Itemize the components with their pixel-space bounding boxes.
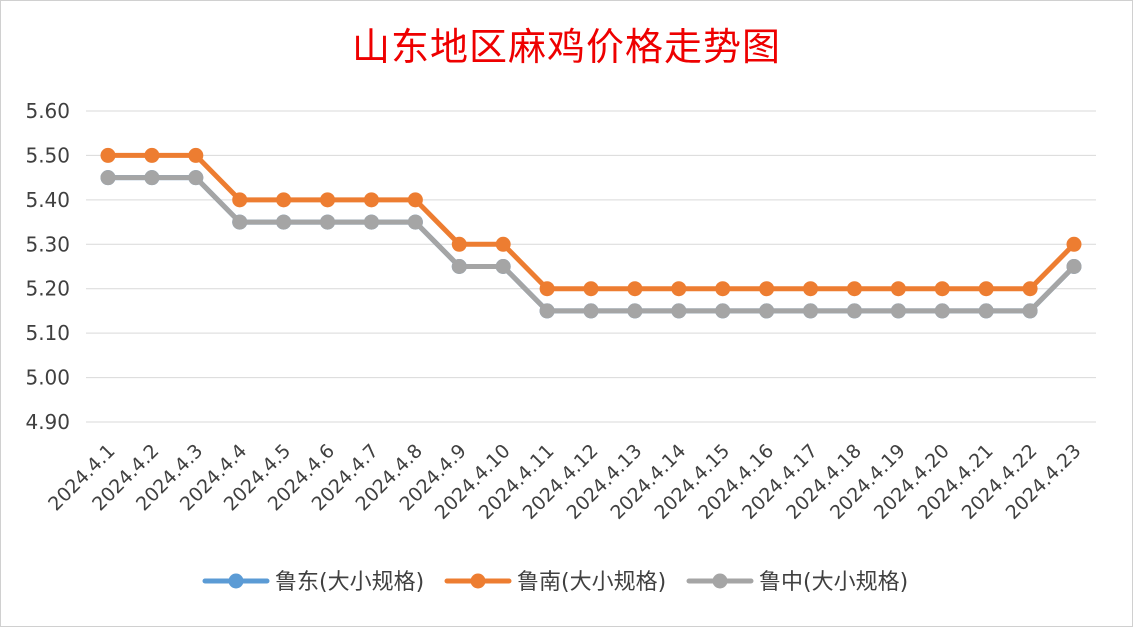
legend-marker: [228, 573, 244, 589]
data-point: [890, 303, 906, 319]
y-tick-label: 5.40: [25, 188, 70, 212]
data-point: [759, 281, 775, 297]
data-point: [320, 192, 336, 208]
legend-label: 鲁南(大小规格): [517, 570, 666, 595]
chart-title: 山东地区麻鸡价格走势图: [351, 25, 781, 69]
y-tick-label: 5.50: [25, 143, 70, 167]
y-axis-ticks: 4.90 5.00 5.10 5.20 5.30 5.40 5.50 5.60: [25, 99, 70, 434]
x-axis-ticks: 2024.4.12024.4.22024.4.32024.4.42024.4.5…: [44, 440, 1085, 524]
legend-marker: [470, 573, 486, 589]
data-point: [451, 236, 467, 252]
data-point: [715, 303, 731, 319]
data-point: [144, 170, 160, 186]
data-point: [100, 170, 116, 186]
legend-item: 鲁中(大小规格): [686, 570, 908, 595]
data-point: [276, 214, 292, 230]
data-point: [934, 303, 950, 319]
legend: 鲁东(大小规格) 鲁南(大小规格) 鲁中(大小规格): [202, 570, 908, 595]
data-point: [495, 259, 511, 274]
data-point: [232, 192, 248, 208]
data-point: [100, 147, 116, 163]
data-point: [583, 303, 599, 319]
series-2: [100, 147, 1082, 297]
data-point: [671, 303, 687, 319]
y-tick-label: 5.00: [25, 366, 70, 390]
data-point: [188, 170, 204, 186]
data-point: [671, 281, 687, 297]
data-point: [363, 192, 379, 208]
y-tick-label: 5.10: [25, 321, 70, 345]
data-point: [978, 281, 994, 297]
data-point: [803, 303, 819, 319]
data-point: [144, 147, 160, 163]
data-point: [539, 281, 555, 297]
legend-label: 鲁中(大小规格): [759, 570, 908, 595]
data-point: [188, 147, 204, 163]
data-point: [803, 281, 819, 297]
data-point: [1022, 303, 1038, 319]
data-point: [407, 214, 423, 230]
legend-item: 鲁东(大小规格): [202, 570, 424, 595]
legend-label: 鲁东(大小规格): [275, 570, 424, 595]
data-point: [627, 303, 643, 319]
series-3: [100, 170, 1082, 319]
data-point: [539, 303, 555, 319]
data-point: [890, 281, 906, 297]
legend-marker: [712, 573, 728, 589]
y-tick-label: 4.90: [25, 410, 70, 434]
y-tick-label: 5.60: [25, 99, 70, 123]
y-tick-label: 5.30: [25, 232, 70, 256]
data-point: [495, 236, 511, 252]
data-point: [1066, 236, 1082, 252]
data-point: [715, 281, 731, 297]
data-point: [232, 214, 248, 230]
data-point: [451, 259, 467, 274]
data-point: [846, 303, 862, 319]
data-point: [759, 303, 775, 319]
legend-item: 鲁南(大小规格): [444, 570, 666, 595]
gridlines: [86, 110, 1096, 423]
data-point: [583, 281, 599, 297]
data-point: [846, 281, 862, 297]
data-point: [627, 281, 643, 297]
data-point: [276, 192, 292, 208]
data-point: [320, 214, 336, 230]
series-layer: [100, 147, 1082, 319]
data-point: [1066, 259, 1082, 274]
y-tick-label: 5.20: [25, 277, 70, 301]
data-point: [407, 192, 423, 208]
data-point: [978, 303, 994, 319]
data-point: [1022, 281, 1038, 297]
data-point: [934, 281, 950, 297]
data-point: [363, 214, 379, 230]
